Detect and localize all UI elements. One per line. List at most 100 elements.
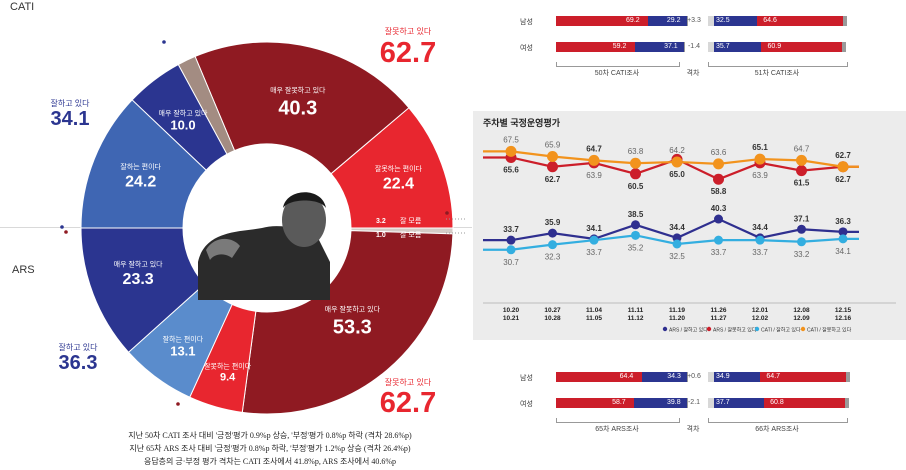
navy-label: 37.1 — [794, 214, 810, 223]
left-wrong-bar — [556, 372, 642, 382]
cati-slice-label-잘못하는-편이다: 잘못하는 편이다 — [375, 164, 423, 173]
left-dontknow-bar — [687, 398, 688, 408]
right-caption: 51차 CATI조사 — [754, 70, 800, 77]
gender-diff: -1.4 — [687, 43, 701, 50]
gender-label: 남성 — [520, 19, 533, 26]
orange-label: 64.2 — [669, 146, 685, 155]
red-bottom-label: 60.5 — [628, 182, 644, 191]
legend-swatch — [754, 326, 760, 332]
series-point — [548, 240, 557, 250]
ars-wrong-title: 잘못하고 있다 — [384, 378, 432, 387]
red-bottom-label: 65.6 — [503, 165, 519, 174]
ars-right-value: 36.3 — [58, 352, 98, 374]
ars-right-title: 잘하고 있다 — [58, 343, 98, 352]
footnote-2: 지난 65차 ARS 조사 대비 '긍정'평가 0.8%p 하락, '부정'평가… — [129, 444, 411, 453]
ars-slice-label-매우-잘하고-있다: 매우 잘하고 있다 — [114, 260, 164, 269]
x-tick-bottom: 11.27 — [711, 315, 727, 322]
left-wrong-bar-value: 69.2 — [626, 17, 640, 24]
legend-label: CATI / 잘못하고 있다 — [807, 327, 852, 334]
right-right-bar — [714, 16, 758, 26]
gender-diff: +3.3 — [687, 17, 701, 24]
ars-slice-value-매우-잘하고-있다: 23.3 — [123, 271, 154, 288]
series-point — [547, 151, 558, 163]
series-point — [796, 154, 807, 166]
left-dontknow-bar — [684, 42, 686, 52]
legend-swatch — [706, 326, 712, 332]
x-tick-bottom: 11.12 — [628, 315, 644, 322]
red-bottom-label: 58.8 — [711, 187, 727, 196]
red-bottom-label: 65.0 — [669, 170, 685, 179]
left-dontknow-bar — [687, 372, 689, 382]
series-point — [506, 235, 516, 245]
series-point — [713, 173, 724, 185]
series-point — [797, 237, 806, 247]
left-bracket — [556, 418, 680, 423]
series-point — [589, 235, 599, 245]
left-right-bar — [634, 398, 687, 408]
series-point — [796, 165, 807, 177]
left-right-bar — [648, 16, 687, 26]
red-bottom-label: 62.7 — [545, 175, 561, 184]
x-tick-bottom: 10.21 — [503, 315, 520, 322]
x-tick-top: 10.20 — [503, 307, 520, 314]
gender-label: 여성 — [520, 401, 533, 408]
president-photo — [183, 144, 351, 312]
x-tick-top: 12.08 — [793, 307, 810, 314]
cati-slice-label-잘하는-편이다: 잘하는 편이다 — [120, 162, 161, 171]
series-point — [714, 235, 723, 245]
series-point — [671, 156, 683, 168]
weekly-trend-title: 주차별 국정운영평가 — [483, 118, 561, 128]
right-wrong-bar — [757, 16, 844, 26]
legend-swatch — [662, 326, 668, 332]
legend-swatch — [800, 326, 806, 332]
series-point — [631, 220, 640, 230]
donut-edge-dot — [176, 402, 180, 406]
x-tick-bottom: 11.20 — [669, 315, 685, 322]
right-right-bar — [714, 42, 762, 52]
gender-diff: +0.6 — [687, 373, 701, 380]
gender-row: 여성 58.7 39.8 37.7 60.8 -2.1 — [520, 398, 860, 408]
left-right-bar — [641, 372, 688, 382]
x-tick-bottom: 10.28 — [544, 315, 561, 322]
cati-slice-value-잘못하는-편이다: 22.4 — [383, 176, 414, 193]
cati-right-title: 잘하고 있다 — [50, 99, 90, 108]
series-point — [547, 161, 558, 173]
x-tick-bottom: 12.02 — [752, 315, 769, 322]
navy-label: 34.1 — [586, 224, 602, 233]
right-end-bar — [846, 372, 851, 382]
legend-label: ARS / 잘하고 있다 — [669, 327, 708, 334]
cati-slice-value-매우-잘하고-있다: 10.0 — [170, 118, 195, 133]
navy-label: 34.4 — [669, 223, 685, 232]
legend-label: ARS / 잘못하고 있다 — [713, 327, 757, 334]
cati-wrong-value: 62.7 — [379, 37, 437, 69]
right-right-bar-value: 35.7 — [716, 43, 730, 50]
right-right-bar-value: 34.9 — [716, 373, 730, 380]
orange-label: 63.6 — [711, 148, 727, 157]
gender-row: 여성 59.2 37.1 35.7 60.9 -1.4 — [520, 42, 860, 52]
cati-dontknow-value: 3.2 — [376, 218, 386, 225]
series-point — [755, 235, 765, 245]
ars-dontknow-label: 잘 모름 — [400, 231, 422, 239]
orange-label: 67.5 — [503, 135, 519, 144]
right-bracket — [708, 62, 848, 67]
series-point — [672, 239, 682, 249]
right-bracket — [708, 418, 848, 423]
left-dontknow-bar — [686, 16, 688, 26]
right-dontknow-bar — [708, 398, 714, 408]
right-right-bar — [714, 372, 761, 382]
x-tick-top: 10.27 — [544, 307, 561, 314]
right-end-bar — [842, 42, 847, 52]
weekly-trend-panel: 주차별 국정운영평가 67.5 65.6 33.7 30.7 10.20 10.21 65.… — [473, 111, 906, 340]
x-tick-top: 11.11 — [628, 307, 644, 314]
right-wrong-bar-value: 60.9 — [767, 43, 782, 50]
photo-head — [282, 193, 326, 247]
right-wrong-bar — [761, 42, 843, 52]
left-bracket — [556, 62, 680, 67]
right-wrong-bar-value: 64.7 — [766, 373, 781, 380]
right-right-bar-value: 37.7 — [716, 399, 730, 406]
series-point — [754, 153, 766, 165]
right-wrong-bar — [764, 398, 845, 408]
left-caption: 50차 CATI조사 — [594, 70, 640, 77]
